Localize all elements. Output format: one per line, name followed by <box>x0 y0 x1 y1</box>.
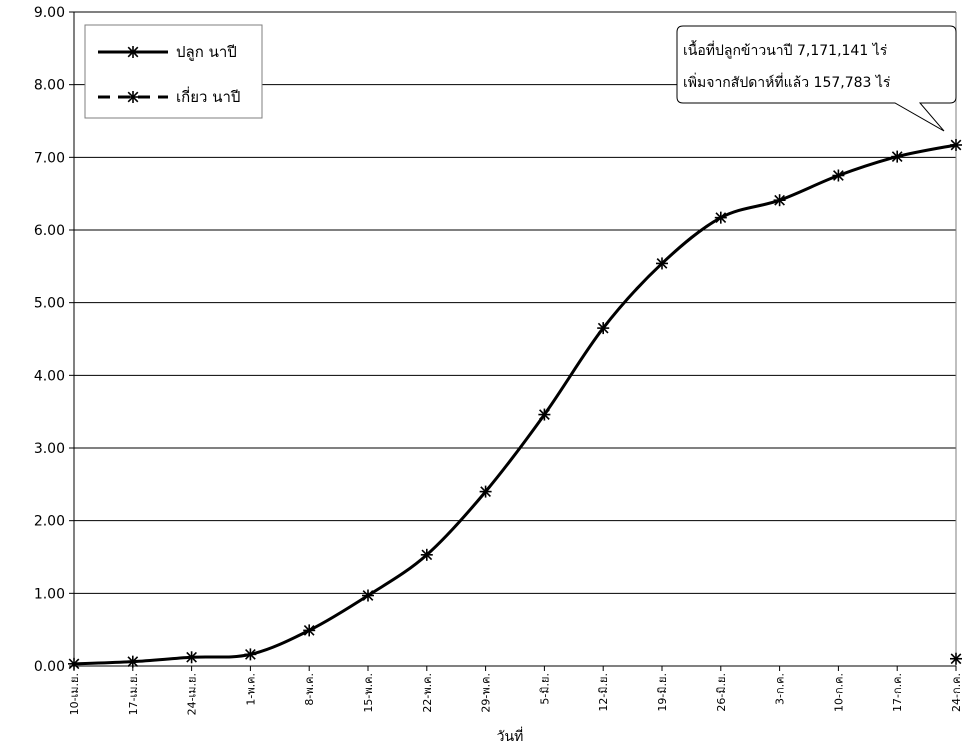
data-point <box>420 548 433 561</box>
data-point <box>656 257 668 270</box>
x-tick-label: 10-เม.ย. <box>68 673 81 715</box>
x-tick-label: 22-พ.ค. <box>421 673 434 713</box>
x-tick-label: 3-ก.ค. <box>774 673 787 705</box>
x-tick-label: 1-พ.ค. <box>244 673 257 706</box>
data-point <box>538 408 551 421</box>
x-tick-label: 26-มิ.ย. <box>715 673 728 712</box>
y-tick-label: 1.00 <box>34 586 65 602</box>
data-point <box>832 169 845 182</box>
annotation-callout: เนื้อที่ปลูกข้าวนาปี 7,171,141 ไร่ เพิ่ม… <box>676 25 957 132</box>
y-tick-label: 7.00 <box>34 150 65 166</box>
data-point <box>597 322 610 335</box>
callout-line-1: เนื้อที่ปลูกข้าวนาปี 7,171,141 ไร่ <box>683 40 888 59</box>
legend-box <box>84 24 263 119</box>
data-point <box>950 138 962 151</box>
legend-marker <box>127 46 139 58</box>
x-tick-label: 19-มิ.ย. <box>656 673 669 712</box>
axes <box>69 11 957 671</box>
x-tick-labels: 10-เม.ย. 17-เม.ย. 24-เม.ย. 1-พ.ค. 8-พ.ค. 15-พ… <box>68 673 963 715</box>
y-tick-label: 4.00 <box>34 368 65 384</box>
legend-label-harvested: เกี่ยว นาปี <box>176 86 240 106</box>
legend-marker-planted <box>127 46 139 58</box>
y-tick-label: 8.00 <box>34 78 65 94</box>
series-layer <box>68 138 962 670</box>
series-0 <box>68 138 962 670</box>
data-point <box>185 651 198 664</box>
series-line <box>73 143 957 666</box>
gridlines <box>74 11 956 594</box>
data-point <box>362 589 374 602</box>
x-axis-title: วันที่ <box>497 727 524 745</box>
callout-line-2: เพิ่มจากสัปดาห์ที่แล้ว 157,783 ไร่ <box>683 73 891 91</box>
y-tick-label: 3.00 <box>34 441 65 457</box>
x-tick-label: 24-ก.ค. <box>950 673 963 712</box>
data-point <box>303 624 316 637</box>
data-point <box>126 655 139 668</box>
x-tick-label: 12-มิ.ย. <box>597 673 610 712</box>
x-tick-label: 17-ก.ค. <box>891 673 904 712</box>
x-tick-label: 8-พ.ค. <box>303 673 316 706</box>
y-tick-label: 5.00 <box>34 296 65 312</box>
x-tick-label: 29-พ.ค. <box>480 673 493 713</box>
data-point <box>244 648 257 661</box>
x-tick-label: 5-มิ.ย. <box>538 673 551 705</box>
y-tick-labels: 0.00 1.00 2.00 3.00 4.00 5.00 6.00 7.00 8.00 9.00 <box>34 5 65 675</box>
data-point <box>773 194 786 207</box>
data-point <box>714 211 727 224</box>
data-point <box>479 485 492 498</box>
x-tick-label: 10-ก.ค. <box>832 673 845 712</box>
y-tick-label: 9.00 <box>34 5 65 21</box>
data-point <box>891 150 904 163</box>
x-tick-label: 15-พ.ค. <box>362 673 375 713</box>
data-point <box>950 652 962 665</box>
y-tick-label: 0.00 <box>34 659 65 675</box>
legend: ปลูก นาปี เกี่ยว นาปี <box>84 24 263 119</box>
y-tick-label: 2.00 <box>34 514 65 530</box>
legend-marker <box>127 91 139 103</box>
series-1 <box>950 652 962 665</box>
data-point <box>68 657 80 670</box>
x-tick-label: 17-เม.ย. <box>127 673 140 715</box>
legend-marker-harvested <box>127 91 139 103</box>
callout-box <box>676 25 957 132</box>
y-tick-label: 6.00 <box>34 223 65 239</box>
legend-label-planted: ปลูก นาปี <box>176 43 237 61</box>
x-tick-label: 24-เม.ย. <box>186 673 199 715</box>
